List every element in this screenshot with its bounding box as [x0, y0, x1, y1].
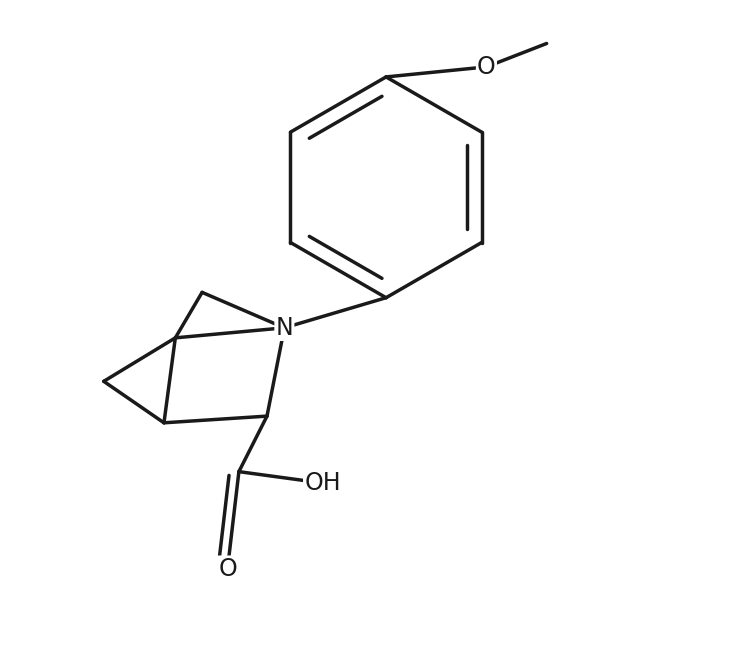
Text: O: O — [477, 55, 496, 79]
Text: N: N — [275, 316, 294, 340]
Text: OH: OH — [305, 471, 341, 495]
Text: O: O — [218, 557, 237, 581]
